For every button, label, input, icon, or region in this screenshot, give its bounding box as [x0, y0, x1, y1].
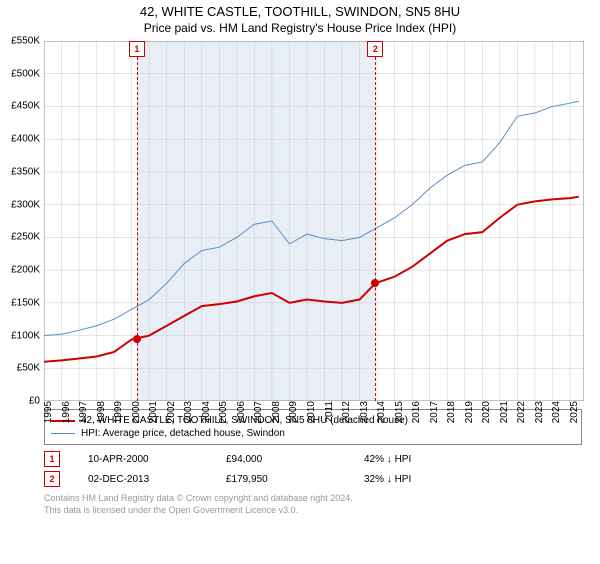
chart-area: £0£50K£100K£150K£200K£250K£300K£350K£400… — [44, 41, 584, 401]
y-tick-label: £550K — [11, 36, 40, 47]
y-tick-label: £450K — [11, 101, 40, 112]
marker-dot — [371, 279, 379, 287]
y-tick-label: £150K — [11, 297, 40, 308]
x-tick-label: 2015 — [394, 401, 405, 423]
marker-badge-on-chart: 1 — [129, 41, 145, 57]
x-tick-label: 2022 — [516, 401, 527, 423]
marker-row-2: 2 02-DEC-2013 £179,950 32% ↓ HPI — [44, 469, 582, 489]
x-tick-label: 2001 — [148, 401, 159, 423]
x-tick-label: 2010 — [306, 401, 317, 423]
x-tick-label: 2016 — [411, 401, 422, 423]
chart-svg — [44, 41, 584, 401]
x-tick-label: 2012 — [341, 401, 352, 423]
x-tick-label: 2013 — [359, 401, 370, 423]
x-tick-label: 2023 — [534, 401, 545, 423]
x-tick-label: 2004 — [201, 401, 212, 423]
x-tick-label: 2002 — [166, 401, 177, 423]
x-tick-label: 2007 — [253, 401, 264, 423]
marker-1-diff: 42% ↓ HPI — [364, 454, 474, 465]
marker-vline — [375, 57, 376, 401]
y-tick-label: £200K — [11, 265, 40, 276]
chart-subtitle: Price paid vs. HM Land Registry's House … — [0, 21, 600, 35]
y-tick-label: £400K — [11, 134, 40, 145]
marker-1-price: £94,000 — [226, 454, 336, 465]
marker-2-price: £179,950 — [226, 474, 336, 485]
x-tick-label: 2009 — [288, 401, 299, 423]
marker-table: 1 10-APR-2000 £94,000 42% ↓ HPI 2 02-DEC… — [44, 449, 582, 489]
legend-swatch-blue — [51, 433, 75, 434]
y-tick-label: £100K — [11, 330, 40, 341]
x-tick-label: 2018 — [446, 401, 457, 423]
marker-2-diff: 32% ↓ HPI — [364, 474, 474, 485]
x-tick-label: 1997 — [78, 401, 89, 423]
x-tick-label: 2003 — [183, 401, 194, 423]
marker-1-date: 10-APR-2000 — [88, 454, 198, 465]
marker-vline — [137, 57, 138, 401]
y-tick-label: £0 — [29, 396, 40, 407]
marker-row-1: 1 10-APR-2000 £94,000 42% ↓ HPI — [44, 449, 582, 469]
x-tick-label: 1996 — [61, 401, 72, 423]
x-tick-label: 2021 — [499, 401, 510, 423]
legend-label-2: HPI: Average price, detached house, Swin… — [81, 428, 285, 439]
legend-row-series-2: HPI: Average price, detached house, Swin… — [51, 427, 575, 440]
y-tick-label: £500K — [11, 68, 40, 79]
x-tick-label: 2019 — [464, 401, 475, 423]
x-tick-label: 2006 — [236, 401, 247, 423]
marker-2-date: 02-DEC-2013 — [88, 474, 198, 485]
marker-badge-2: 2 — [44, 471, 60, 487]
y-tick-label: £300K — [11, 199, 40, 210]
x-tick-label: 2008 — [271, 401, 282, 423]
y-tick-label: £50K — [17, 363, 40, 374]
y-tick-label: £350K — [11, 166, 40, 177]
footer-line-1: Contains HM Land Registry data © Crown c… — [44, 493, 582, 505]
x-tick-label: 2000 — [131, 401, 142, 423]
marker-badge-1: 1 — [44, 451, 60, 467]
x-tick-label: 2011 — [324, 401, 335, 423]
marker-dot — [133, 335, 141, 343]
y-tick-label: £250K — [11, 232, 40, 243]
x-tick-label: 1999 — [113, 401, 124, 423]
x-tick-label: 2005 — [218, 401, 229, 423]
x-tick-label: 1995 — [43, 401, 54, 423]
footer: Contains HM Land Registry data © Crown c… — [44, 493, 582, 516]
x-tick-label: 2024 — [551, 401, 562, 423]
marker-badge-on-chart: 2 — [367, 41, 383, 57]
x-tick-label: 2017 — [429, 401, 440, 423]
x-tick-label: 2020 — [481, 401, 492, 423]
x-tick-label: 1998 — [96, 401, 107, 423]
x-tick-label: 2025 — [569, 401, 580, 423]
chart-title: 42, WHITE CASTLE, TOOTHILL, SWINDON, SN5… — [0, 4, 600, 19]
footer-line-2: This data is licensed under the Open Gov… — [44, 505, 582, 517]
x-tick-label: 2014 — [376, 401, 387, 423]
